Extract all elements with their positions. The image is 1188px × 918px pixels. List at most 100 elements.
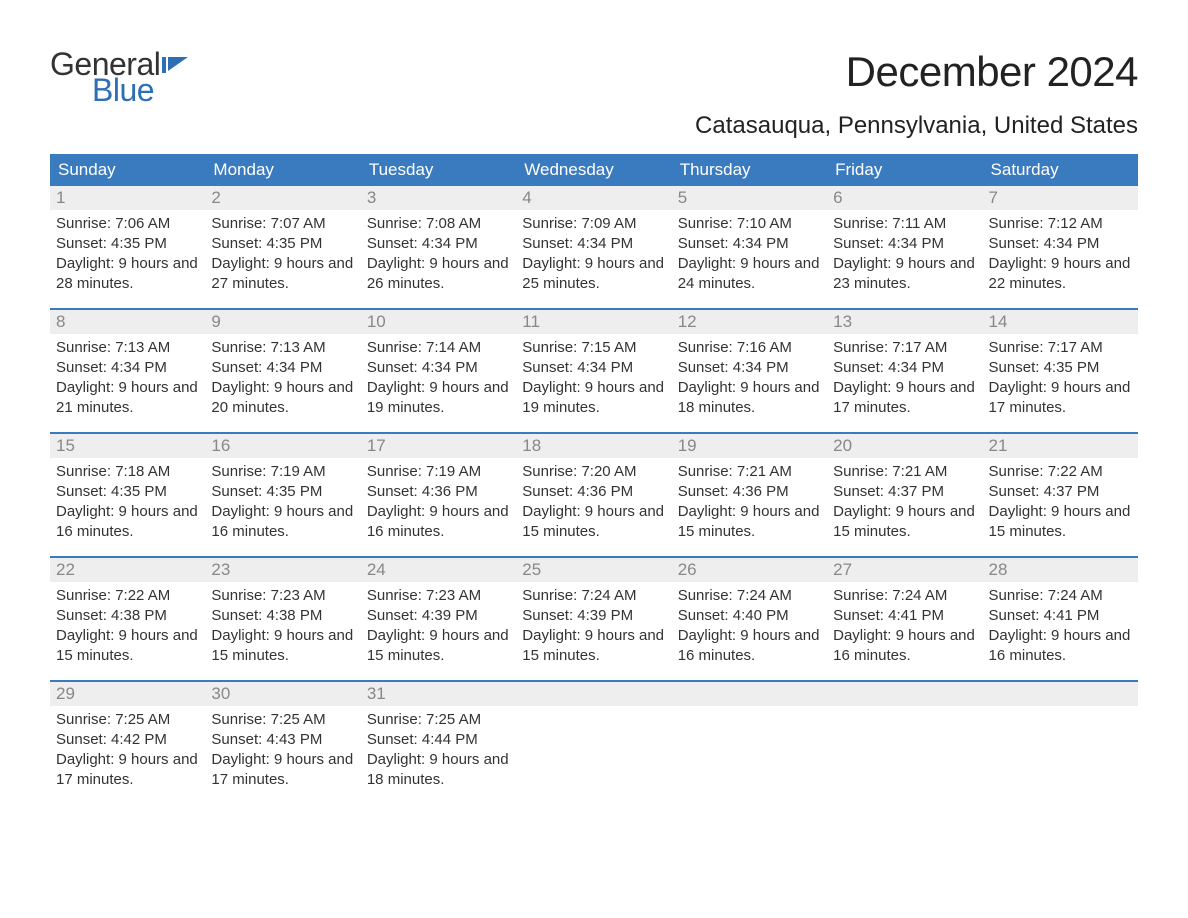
daylight-line: Daylight: 9 hours and 15 minutes. (367, 626, 510, 666)
weekday-header-cell: Thursday (672, 154, 827, 186)
sunset-line: Sunset: 4:35 PM (56, 234, 199, 254)
day-number: 3 (367, 188, 376, 207)
daylight-line: Daylight: 9 hours and 16 minutes. (833, 626, 976, 666)
sunrise-line: Sunrise: 7:24 AM (522, 586, 665, 606)
day-content: Sunrise: 7:24 AMSunset: 4:41 PMDaylight:… (983, 582, 1138, 670)
daylight-line: Daylight: 9 hours and 15 minutes. (833, 502, 976, 542)
location-subtitle: Catasauqua, Pennsylvania, United States (50, 112, 1138, 140)
daylight-line: Daylight: 9 hours and 21 minutes. (56, 378, 199, 418)
sunrise-line: Sunrise: 7:11 AM (833, 214, 976, 234)
sunset-line: Sunset: 4:34 PM (678, 234, 821, 254)
day-number: 30 (211, 684, 230, 703)
day-number-row: 11 (516, 310, 671, 334)
day-number-row: 21 (983, 434, 1138, 458)
sunrise-line: Sunrise: 7:10 AM (678, 214, 821, 234)
calendar-day: 17Sunrise: 7:19 AMSunset: 4:36 PMDayligh… (361, 434, 516, 556)
day-number-row: . (672, 682, 827, 706)
calendar-day: 24Sunrise: 7:23 AMSunset: 4:39 PMDayligh… (361, 558, 516, 680)
day-number-row: 18 (516, 434, 671, 458)
day-number-row: 19 (672, 434, 827, 458)
sunset-line: Sunset: 4:36 PM (367, 482, 510, 502)
day-number: 28 (989, 560, 1008, 579)
day-content: Sunrise: 7:07 AMSunset: 4:35 PMDaylight:… (205, 210, 360, 298)
day-number: 27 (833, 560, 852, 579)
daylight-line: Daylight: 9 hours and 16 minutes. (989, 626, 1132, 666)
calendar-day: 12Sunrise: 7:16 AMSunset: 4:34 PMDayligh… (672, 310, 827, 432)
day-number-row: 23 (205, 558, 360, 582)
daylight-line: Daylight: 9 hours and 18 minutes. (367, 750, 510, 790)
sunrise-line: Sunrise: 7:17 AM (833, 338, 976, 358)
logo: General Blue (50, 48, 190, 106)
day-number-row: 10 (361, 310, 516, 334)
day-number: 31 (367, 684, 386, 703)
daylight-line: Daylight: 9 hours and 15 minutes. (989, 502, 1132, 542)
sunset-line: Sunset: 4:34 PM (989, 234, 1132, 254)
day-number: 18 (522, 436, 541, 455)
calendar-day: . (672, 682, 827, 804)
sunset-line: Sunset: 4:40 PM (678, 606, 821, 626)
weekday-header-cell: Monday (205, 154, 360, 186)
day-number-row: 12 (672, 310, 827, 334)
daylight-line: Daylight: 9 hours and 16 minutes. (678, 626, 821, 666)
daylight-line: Daylight: 9 hours and 15 minutes. (56, 626, 199, 666)
daylight-line: Daylight: 9 hours and 22 minutes. (989, 254, 1132, 294)
sunrise-line: Sunrise: 7:15 AM (522, 338, 665, 358)
calendar-day: 11Sunrise: 7:15 AMSunset: 4:34 PMDayligh… (516, 310, 671, 432)
daylight-line: Daylight: 9 hours and 17 minutes. (211, 750, 354, 790)
sunrise-line: Sunrise: 7:22 AM (989, 462, 1132, 482)
calendar-week: 1Sunrise: 7:06 AMSunset: 4:35 PMDaylight… (50, 186, 1138, 308)
sunrise-line: Sunrise: 7:18 AM (56, 462, 199, 482)
sunset-line: Sunset: 4:35 PM (989, 358, 1132, 378)
day-content: Sunrise: 7:19 AMSunset: 4:35 PMDaylight:… (205, 458, 360, 546)
day-content: Sunrise: 7:15 AMSunset: 4:34 PMDaylight:… (516, 334, 671, 422)
calendar-day: . (983, 682, 1138, 804)
sunset-line: Sunset: 4:34 PM (211, 358, 354, 378)
daylight-line: Daylight: 9 hours and 15 minutes. (211, 626, 354, 666)
calendar-week: 8Sunrise: 7:13 AMSunset: 4:34 PMDaylight… (50, 308, 1138, 432)
sunset-line: Sunset: 4:38 PM (211, 606, 354, 626)
daylight-line: Daylight: 9 hours and 19 minutes. (367, 378, 510, 418)
sunrise-line: Sunrise: 7:16 AM (678, 338, 821, 358)
day-number: 15 (56, 436, 75, 455)
daylight-line: Daylight: 9 hours and 15 minutes. (522, 626, 665, 666)
sunset-line: Sunset: 4:34 PM (833, 234, 976, 254)
sunrise-line: Sunrise: 7:06 AM (56, 214, 199, 234)
sunset-line: Sunset: 4:41 PM (833, 606, 976, 626)
sunset-line: Sunset: 4:39 PM (522, 606, 665, 626)
day-number: 23 (211, 560, 230, 579)
calendar-day: 30Sunrise: 7:25 AMSunset: 4:43 PMDayligh… (205, 682, 360, 804)
day-number-row: 29 (50, 682, 205, 706)
day-number: 20 (833, 436, 852, 455)
day-content: Sunrise: 7:11 AMSunset: 4:34 PMDaylight:… (827, 210, 982, 298)
calendar-day: 22Sunrise: 7:22 AMSunset: 4:38 PMDayligh… (50, 558, 205, 680)
sunset-line: Sunset: 4:39 PM (367, 606, 510, 626)
calendar-day: 28 Sunrise: 7:24 AMSunset: 4:41 PMDayligh… (983, 558, 1138, 680)
day-number-row: . (983, 682, 1138, 706)
daylight-line: Daylight: 9 hours and 28 minutes. (56, 254, 199, 294)
day-number: 2 (211, 188, 220, 207)
day-number: 29 (56, 684, 75, 703)
day-number: 22 (56, 560, 75, 579)
weekday-header-cell: Sunday (50, 154, 205, 186)
day-number: 1 (56, 188, 65, 207)
weekday-header-cell: Tuesday (361, 154, 516, 186)
day-content (672, 706, 827, 714)
day-content: Sunrise: 7:17 AMSunset: 4:35 PMDaylight:… (983, 334, 1138, 422)
calendar-day: 10Sunrise: 7:14 AMSunset: 4:34 PMDayligh… (361, 310, 516, 432)
day-number-row: 20 (827, 434, 982, 458)
day-number: 26 (678, 560, 697, 579)
day-number-row: 25 (516, 558, 671, 582)
day-number-row: 13 (827, 310, 982, 334)
sunrise-line: Sunrise: 7:23 AM (367, 586, 510, 606)
day-number: 10 (367, 312, 386, 331)
sunrise-line: Sunrise: 7:07 AM (211, 214, 354, 234)
day-content: Sunrise: 7:12 AMSunset: 4:34 PMDaylight:… (983, 210, 1138, 298)
sunset-line: Sunset: 4:34 PM (522, 358, 665, 378)
calendar-day: 16Sunrise: 7:19 AMSunset: 4:35 PMDayligh… (205, 434, 360, 556)
day-number: 25 (522, 560, 541, 579)
day-number: 7 (989, 188, 998, 207)
day-number-row: 26 (672, 558, 827, 582)
day-content: Sunrise: 7:23 AMSunset: 4:38 PMDaylight:… (205, 582, 360, 670)
day-number-row: 27 (827, 558, 982, 582)
calendar-day: 9Sunrise: 7:13 AMSunset: 4:34 PMDaylight… (205, 310, 360, 432)
